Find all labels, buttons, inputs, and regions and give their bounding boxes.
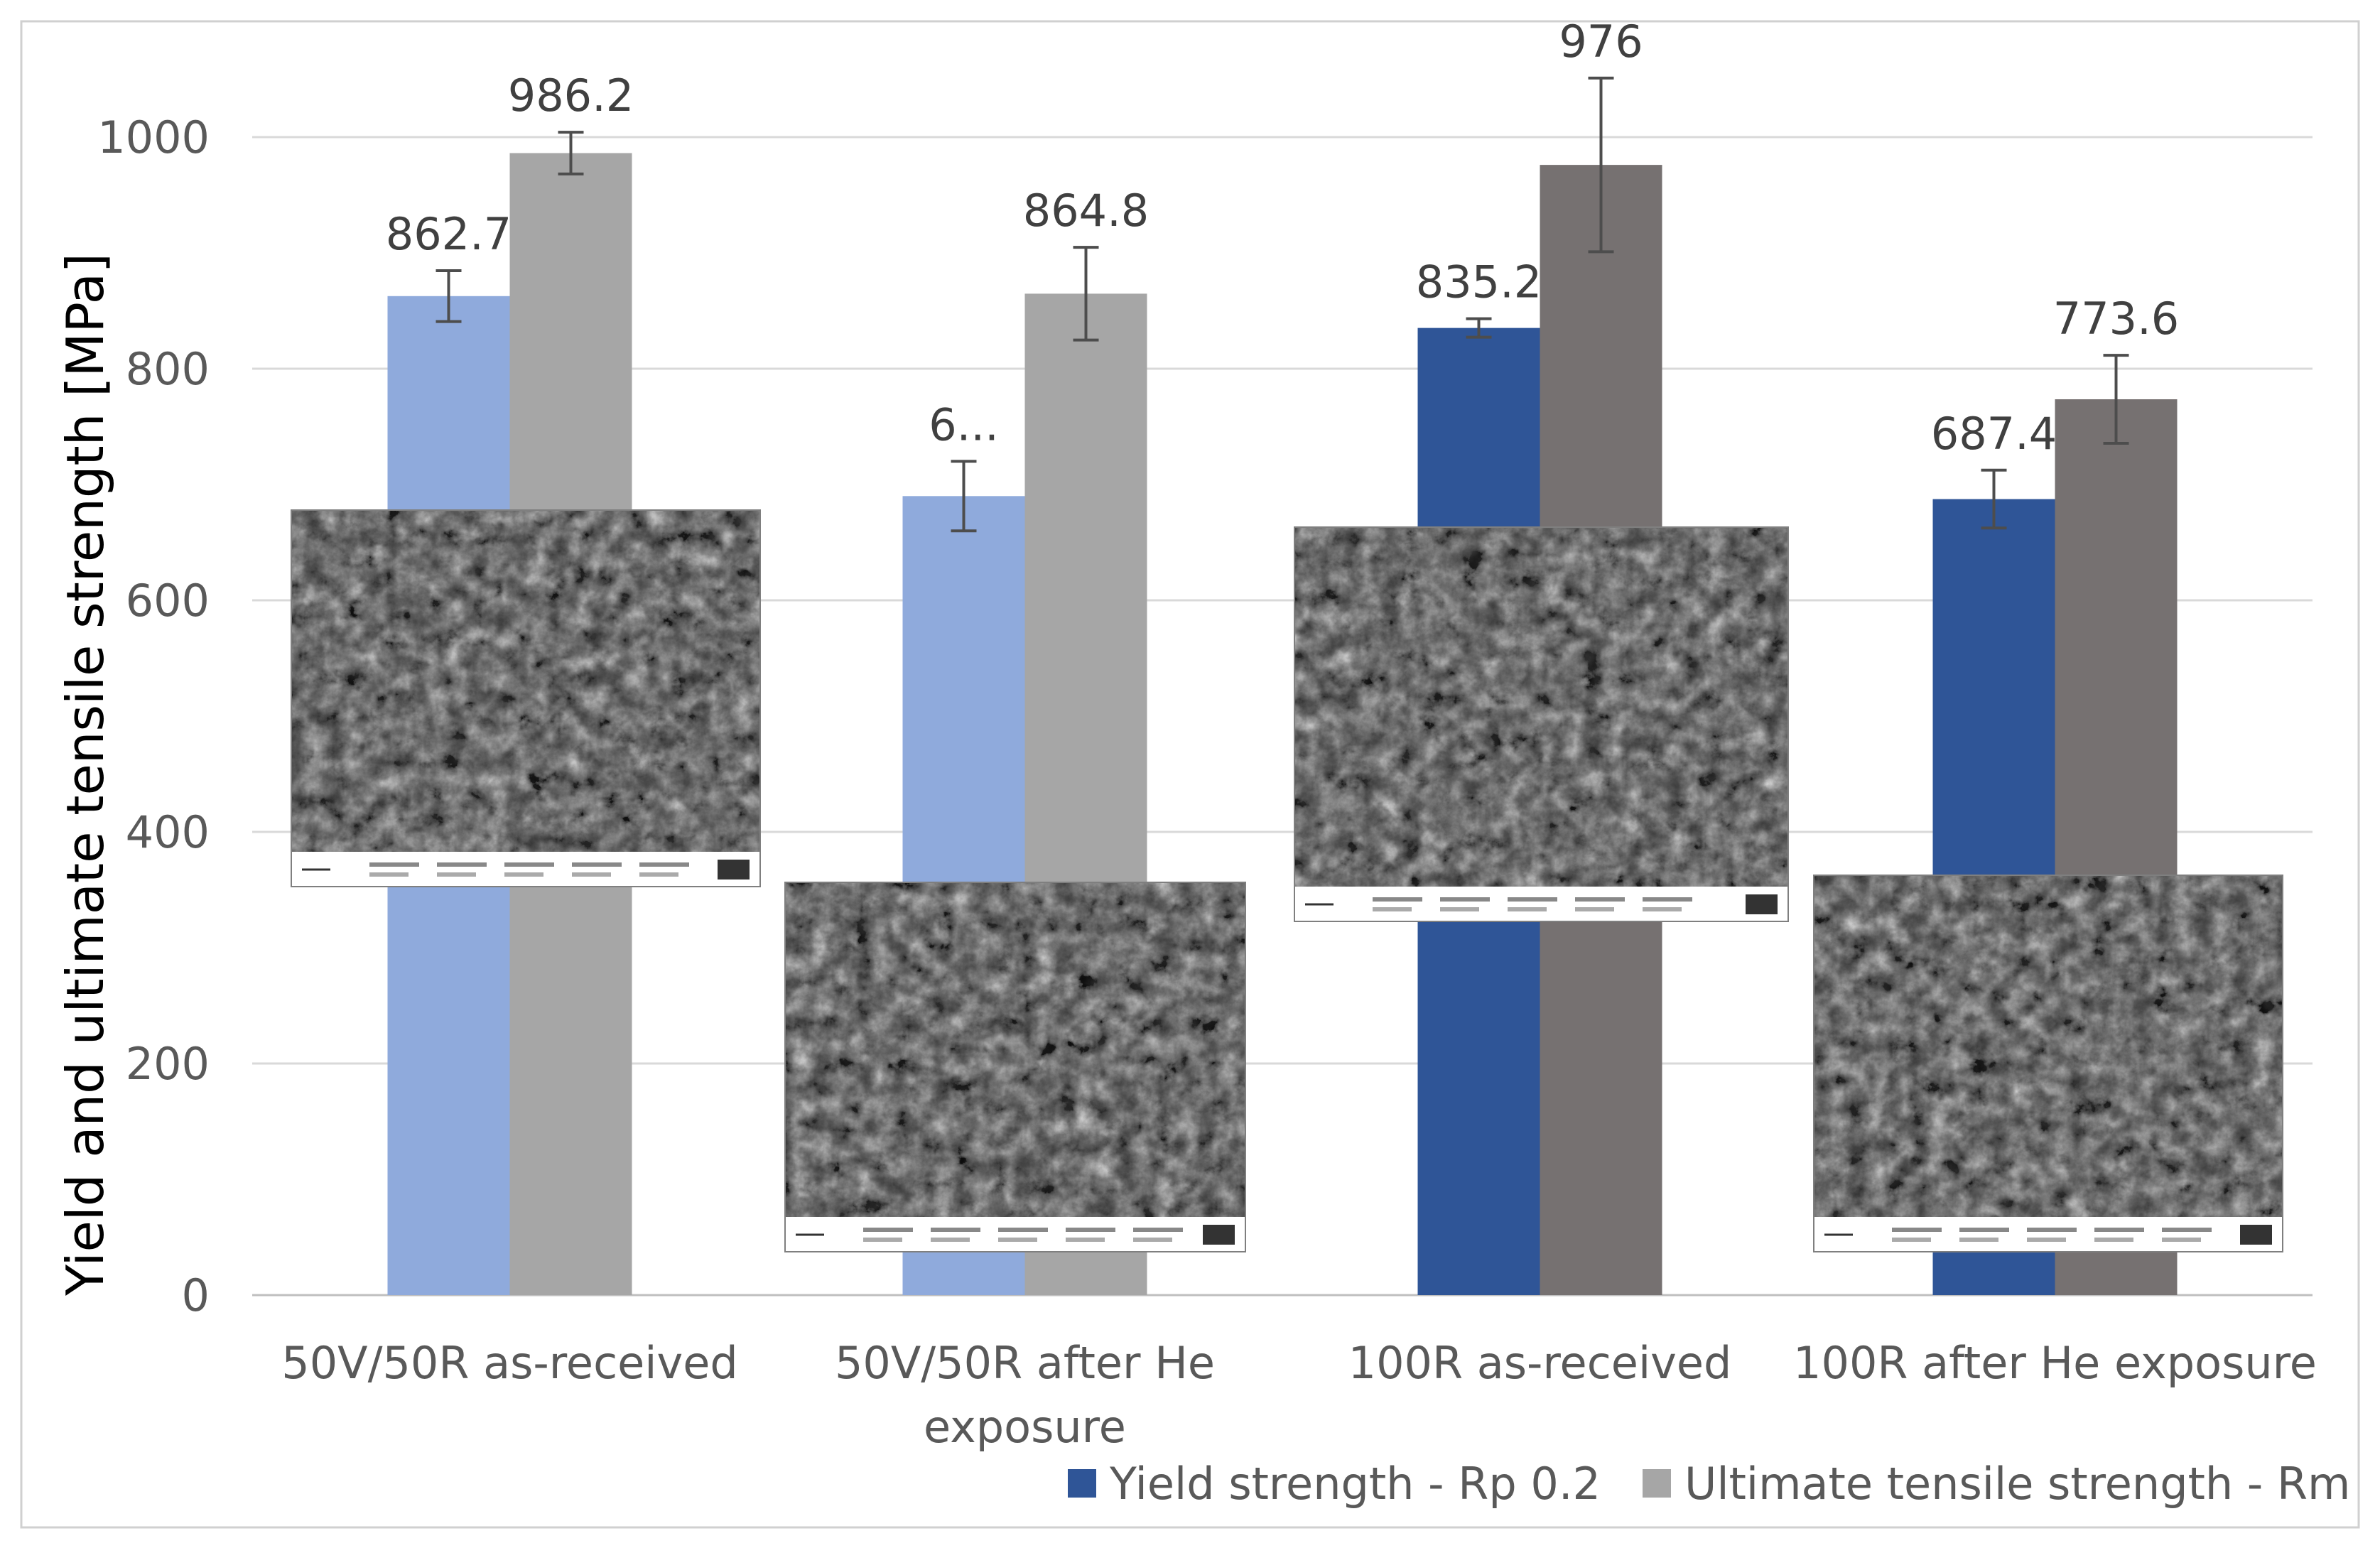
sem-micrograph-50v50r-after-he	[784, 882, 1246, 1252]
yield-error-bar-4	[1981, 468, 2007, 530]
y-tick-label: 800	[126, 343, 210, 395]
uts-value-label-1: 986.2	[508, 70, 634, 121]
uts-error-bar-1	[558, 131, 584, 175]
category-labels: 50V/50R as-received 50V/50R after He expos…	[281, 1337, 2317, 1453]
error-bars	[436, 76, 2129, 533]
category-label-4: 100R after He exposure	[1793, 1337, 2317, 1389]
legend-label: Yield strength - Rp 0.2	[1109, 1458, 1601, 1510]
yield-error-bar-1	[436, 269, 462, 323]
y-tick-label: 600	[126, 575, 210, 627]
chart-frame	[20, 20, 2360, 1529]
yield-error-bar-3	[1466, 317, 1492, 339]
legend-item-uts: Ultimate tensile strength - Rm	[1643, 1458, 2350, 1510]
uts-error-bar-4	[2103, 354, 2129, 445]
category-label-1: 50V/50R as-received	[281, 1337, 737, 1389]
uts-error-bar-3	[1588, 76, 1614, 254]
y-axis-ticks: 0 200 400 600 800 1000	[97, 112, 210, 1321]
legend-label: Ultimate tensile strength - Rm	[1684, 1458, 2350, 1510]
uts-error-bar-2	[1073, 246, 1099, 342]
uts-value-label-4: 773.6	[2053, 293, 2180, 345]
category-label-3: 100R as-received	[1348, 1337, 1732, 1389]
sem-micrograph-50v50r-as-received	[291, 509, 761, 887]
legend-swatch	[1643, 1469, 1671, 1498]
y-tick-label: 1000	[97, 112, 210, 163]
y-tick-label: 0	[182, 1270, 210, 1321]
uts-value-label-3: 976	[1559, 16, 1643, 67]
data-labels: 862.7 6... 835.2 687.4 986.2 864.8 976 773.6	[386, 16, 2180, 460]
legend-item-yield: Yield strength - Rp 0.2	[1068, 1458, 1601, 1510]
yield-value-label-2: 6...	[929, 399, 999, 450]
yield-value-label-1: 862.7	[386, 208, 512, 260]
category-label-2: 50V/50R after He exposure	[835, 1337, 1215, 1453]
y-tick-label: 200	[126, 1038, 210, 1090]
legend: Yield strength - Rp 0.2 Ultimate tensile …	[1068, 1458, 2350, 1510]
sem-micrograph-100r-as-received	[1294, 526, 1789, 922]
yield-value-label-4: 687.4	[1931, 408, 2057, 460]
sem-micrograph-100r-after-he	[1813, 875, 2283, 1252]
y-axis-label: Yield and ultimate tensile strength [MPa…	[55, 253, 115, 1297]
sem-insets	[291, 509, 2283, 1252]
yield-value-label-3: 835.2	[1416, 256, 1542, 308]
yield-error-bar-2	[951, 460, 977, 533]
y-tick-label: 400	[126, 806, 210, 858]
legend-swatch	[1068, 1469, 1096, 1498]
uts-value-label-2: 864.8	[1023, 185, 1150, 237]
